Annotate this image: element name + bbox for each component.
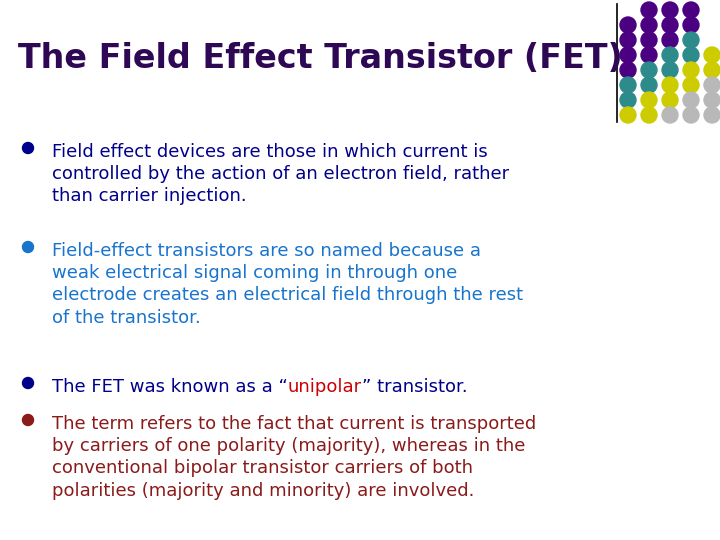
- Circle shape: [704, 107, 720, 123]
- Circle shape: [662, 32, 678, 48]
- Circle shape: [683, 47, 699, 63]
- Circle shape: [662, 2, 678, 18]
- Circle shape: [662, 62, 678, 78]
- Circle shape: [683, 77, 699, 93]
- Circle shape: [641, 77, 657, 93]
- Circle shape: [662, 17, 678, 33]
- Circle shape: [704, 62, 720, 78]
- Circle shape: [683, 32, 699, 48]
- Text: The Field Effect Transistor (FET): The Field Effect Transistor (FET): [18, 42, 623, 75]
- Circle shape: [641, 17, 657, 33]
- Circle shape: [662, 77, 678, 93]
- Circle shape: [662, 107, 678, 123]
- Text: ” transistor.: ” transistor.: [362, 378, 467, 396]
- Circle shape: [620, 77, 636, 93]
- Circle shape: [22, 377, 34, 388]
- Circle shape: [683, 2, 699, 18]
- Circle shape: [683, 17, 699, 33]
- Text: Field effect devices are those in which current is
controlled by the action of a: Field effect devices are those in which …: [52, 143, 509, 205]
- Circle shape: [641, 47, 657, 63]
- Circle shape: [662, 47, 678, 63]
- Circle shape: [641, 92, 657, 108]
- Circle shape: [641, 62, 657, 78]
- Circle shape: [620, 92, 636, 108]
- Text: Field-effect transistors are so named because a
weak electrical signal coming in: Field-effect transistors are so named be…: [52, 242, 523, 327]
- Circle shape: [641, 32, 657, 48]
- Circle shape: [641, 2, 657, 18]
- Circle shape: [22, 415, 34, 426]
- Text: unipolar: unipolar: [288, 378, 362, 396]
- Circle shape: [683, 92, 699, 108]
- Circle shape: [620, 32, 636, 48]
- Circle shape: [620, 62, 636, 78]
- Circle shape: [620, 107, 636, 123]
- Circle shape: [704, 92, 720, 108]
- Circle shape: [683, 62, 699, 78]
- Circle shape: [620, 47, 636, 63]
- Text: The term refers to the fact that current is transported
by carriers of one polar: The term refers to the fact that current…: [52, 415, 536, 500]
- Circle shape: [22, 241, 34, 253]
- Circle shape: [620, 17, 636, 33]
- Circle shape: [683, 107, 699, 123]
- Circle shape: [662, 92, 678, 108]
- Circle shape: [641, 107, 657, 123]
- Text: The FET was known as a “: The FET was known as a “: [52, 378, 288, 396]
- Circle shape: [704, 77, 720, 93]
- Circle shape: [704, 47, 720, 63]
- Circle shape: [22, 143, 34, 153]
